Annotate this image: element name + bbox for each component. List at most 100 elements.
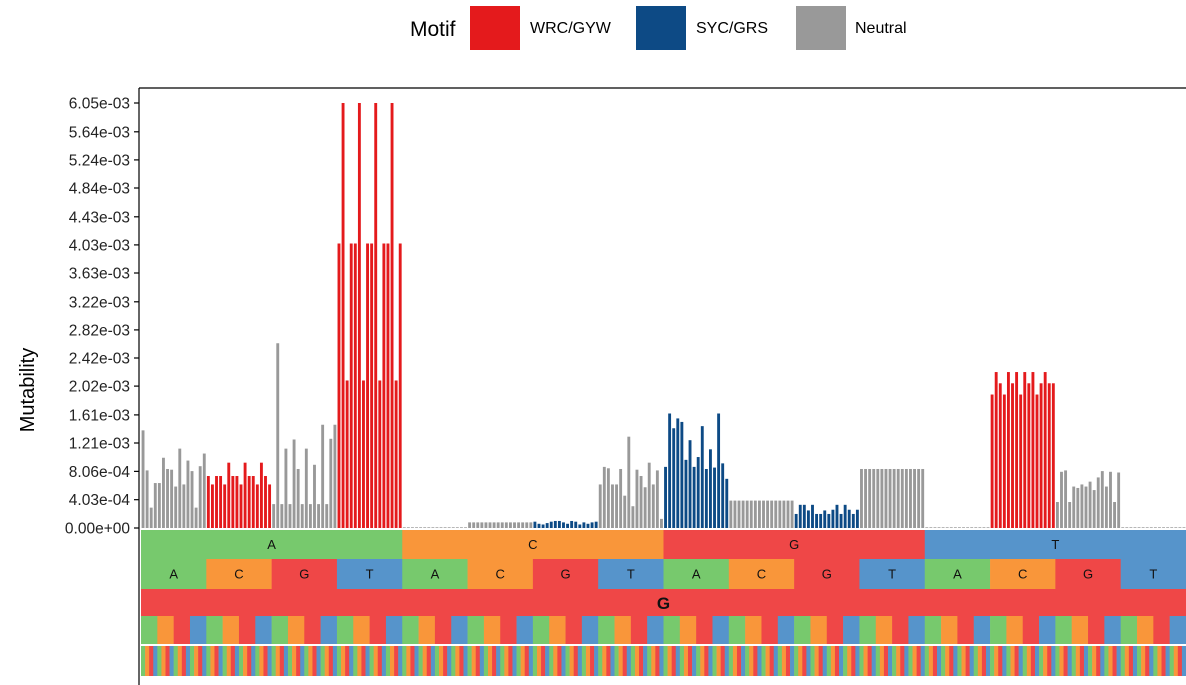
band-level4 (712, 646, 717, 676)
bar (990, 394, 994, 528)
band-level3 (255, 616, 272, 644)
band-level4 (1165, 646, 1170, 676)
band-level2 (859, 559, 926, 589)
band-level3 (859, 616, 877, 644)
band-level4 (500, 646, 505, 676)
band-level4 (1018, 646, 1024, 676)
band-level4 (300, 646, 305, 676)
bar (806, 510, 810, 528)
bar (398, 243, 402, 529)
band-level4 (961, 646, 966, 676)
band-level4 (438, 646, 444, 676)
band-level3 (761, 616, 779, 644)
band-level4 (892, 646, 897, 676)
band-level1-label: G (789, 537, 799, 552)
band-level2-label: C (234, 567, 243, 582)
bar (1104, 486, 1108, 528)
bar (766, 500, 770, 528)
bar (198, 466, 202, 528)
band-level2-label: T (627, 567, 635, 582)
bar (998, 383, 1002, 528)
bar (835, 504, 839, 528)
bar (345, 380, 349, 528)
y-tick-label: 5.24e-03 (69, 152, 130, 169)
bar (411, 527, 414, 528)
bar (627, 436, 631, 528)
band-level4 (528, 646, 534, 676)
bar (1076, 487, 1080, 528)
band-level3 (598, 616, 615, 644)
bar (721, 463, 725, 528)
band-level4 (896, 646, 901, 676)
band-level4 (545, 646, 550, 676)
band-level4 (304, 646, 309, 676)
band-level4 (434, 646, 440, 676)
bar (284, 448, 288, 528)
bar (1162, 527, 1165, 528)
band-level4 (928, 646, 934, 676)
bar (860, 468, 863, 528)
bar (1125, 527, 1129, 528)
bar (145, 470, 149, 528)
band-level4 (451, 646, 456, 676)
bar (655, 470, 659, 528)
bar (513, 522, 516, 528)
bar (815, 513, 819, 528)
band-level3 (402, 616, 419, 644)
band-level4 (259, 646, 264, 676)
bar (839, 513, 843, 528)
sequence-bands: A C G T A C G T A C G T A C G T A C G T G (141, 530, 1186, 676)
bar (725, 478, 729, 528)
band-level3 (1104, 616, 1121, 644)
band-level4 (1006, 646, 1011, 676)
band-level4 (247, 646, 252, 676)
bar (823, 510, 827, 528)
bar (508, 522, 512, 528)
band-level2-label: G (299, 567, 309, 582)
band-level4 (863, 646, 868, 676)
y-tick-label: 8.06e-04 (69, 464, 131, 481)
bar (272, 504, 276, 528)
bar (317, 504, 321, 528)
bar (749, 500, 753, 528)
band-level4 (1075, 646, 1081, 676)
bar (1141, 527, 1145, 528)
band-level4 (610, 646, 615, 676)
bar (464, 527, 467, 528)
band-level2-label: T (366, 567, 374, 582)
band-level4 (904, 646, 909, 676)
band-level4 (243, 646, 248, 676)
band-level2 (532, 559, 599, 589)
bar (709, 449, 712, 528)
bar (419, 527, 423, 528)
band-level3 (1055, 616, 1073, 644)
bar (500, 522, 504, 528)
bar (1117, 472, 1121, 528)
band-level4 (1039, 646, 1044, 676)
band-level4 (794, 646, 799, 676)
bar (733, 500, 737, 528)
band-level4 (1055, 646, 1060, 676)
y-tick-label: 4.84e-03 (69, 181, 130, 198)
bar (447, 527, 451, 528)
band-level4 (185, 646, 191, 676)
bar (488, 522, 492, 528)
band-level4 (981, 646, 987, 676)
bar (1174, 527, 1178, 528)
band-level3 (385, 616, 403, 644)
band-level4 (1026, 646, 1032, 676)
band-level4 (839, 646, 844, 676)
bar (255, 484, 259, 528)
bar (741, 500, 745, 528)
band-level4 (888, 646, 893, 676)
bar (872, 468, 876, 528)
band-level4 (1124, 646, 1130, 676)
band-level3 (581, 616, 599, 644)
bar (639, 476, 643, 528)
band-level3 (483, 616, 501, 644)
bar (994, 372, 998, 528)
bar (1072, 486, 1076, 528)
bar (525, 522, 529, 528)
bar (1170, 527, 1174, 528)
bar (443, 527, 447, 528)
